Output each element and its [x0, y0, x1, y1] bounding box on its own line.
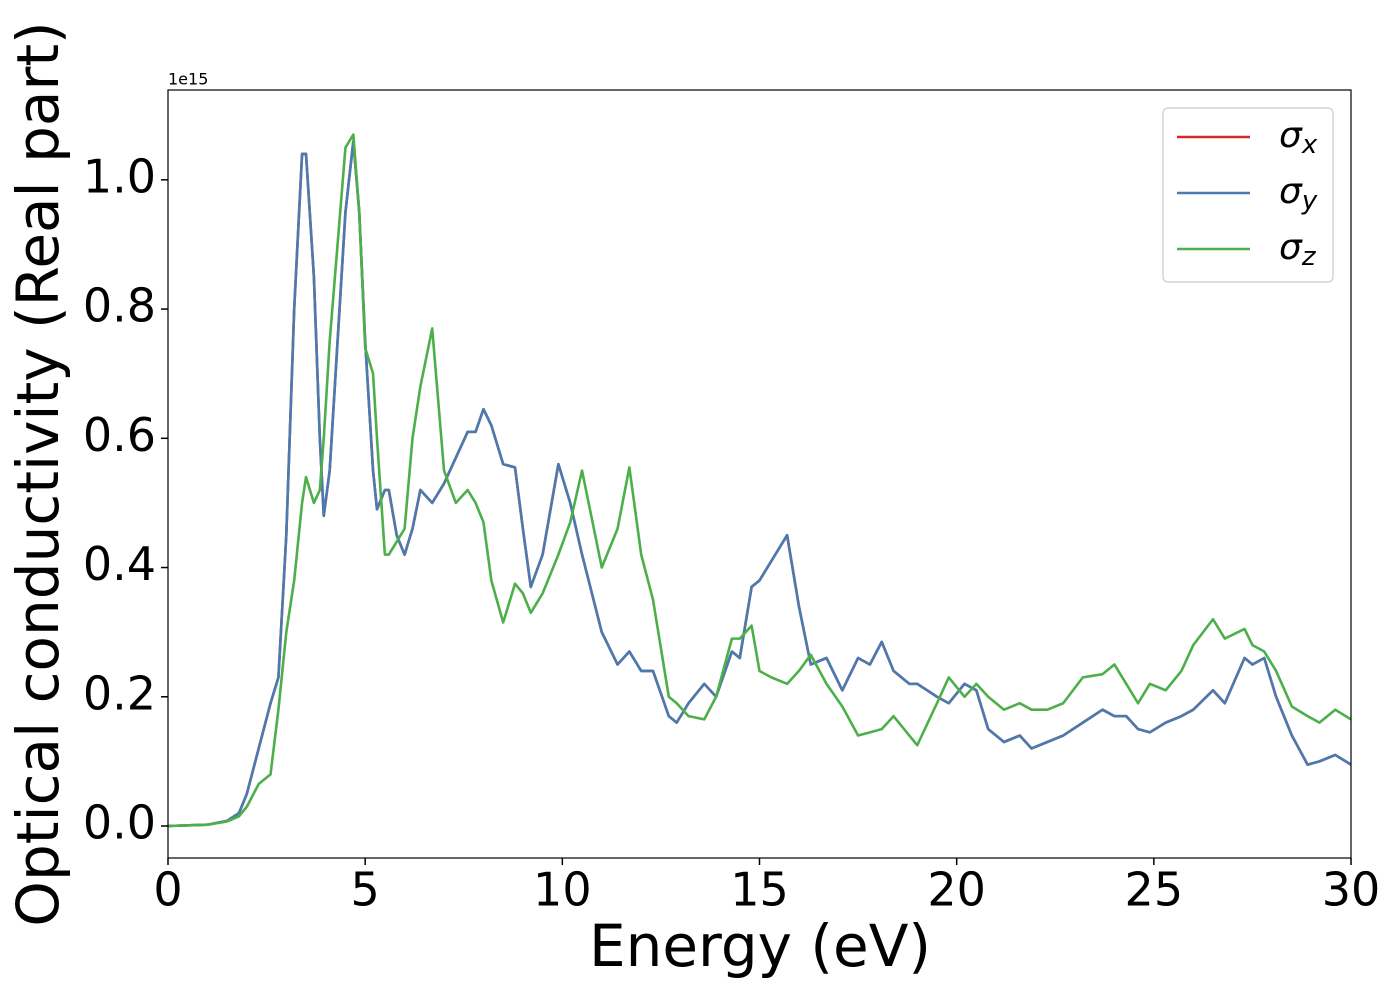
legend-label: σy: [1279, 171, 1318, 216]
series-line: [168, 139, 1351, 828]
y-tick-label: 1.0: [83, 149, 156, 203]
y-tick-label: 0.2: [83, 666, 156, 720]
x-axis-label: Energy (eV): [589, 912, 931, 980]
y-tick-label: 0.6: [83, 408, 156, 462]
x-tick-label: 15: [730, 863, 789, 917]
legend-label: σx: [1279, 115, 1318, 160]
x-tick-label: 20: [927, 863, 986, 917]
y-tick-label: 0.8: [83, 279, 156, 333]
offset-text: 1e15: [168, 70, 208, 89]
y-axis-label: Optical conductivity (Real part): [4, 21, 72, 926]
y-tick-label: 0.0: [83, 796, 156, 850]
legend-label: σz: [1279, 227, 1317, 272]
x-tick-label: 5: [351, 863, 380, 917]
plot-frame: [167, 89, 1352, 859]
y-tick-label: 0.4: [83, 537, 156, 591]
x-tick-label: 10: [533, 863, 592, 917]
x-tick-label: 30: [1322, 863, 1381, 917]
series-line: [168, 133, 1351, 828]
x-tick-label: 0: [153, 863, 182, 917]
x-tick-label: 25: [1125, 863, 1184, 917]
legend-box: [1162, 107, 1334, 283]
